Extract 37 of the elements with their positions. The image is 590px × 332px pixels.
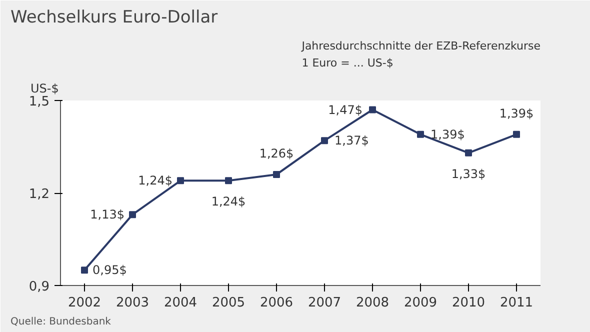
x-tick-label: 2008 xyxy=(356,296,390,310)
point xyxy=(129,211,136,218)
x-tick-label: 2011 xyxy=(500,296,534,310)
data-label: 1,39$ xyxy=(499,106,534,120)
data-label: 1,37$ xyxy=(334,134,369,148)
data-label: 1,47$ xyxy=(328,102,363,117)
point xyxy=(513,130,520,138)
point xyxy=(81,266,88,274)
point xyxy=(273,171,280,178)
data-label: 1,24$ xyxy=(138,174,173,188)
x-tick-label: 2004 xyxy=(164,296,198,310)
chart-subtitle: Jahresdurchschnitte der EZB-Referenzkurse 1 Euro = ... US-$ xyxy=(300,40,541,70)
point xyxy=(321,137,328,144)
y-tick-label: 1,5 xyxy=(28,94,50,110)
x-tick-label: 2006 xyxy=(260,296,294,310)
data-label: 1,26$ xyxy=(259,146,294,160)
source-note: Quelle: Bundesbank xyxy=(10,316,112,328)
y-tick-label: 1,2 xyxy=(28,187,50,202)
data-label: 1,33$ xyxy=(451,166,486,181)
y-tick-label: 0,9 xyxy=(28,280,50,294)
y-axis-title: US-$ xyxy=(30,82,59,96)
point xyxy=(465,149,472,156)
point xyxy=(225,177,232,184)
data-label: 0,95$ xyxy=(92,263,127,278)
point xyxy=(177,177,184,184)
x-tick-label: 2010 xyxy=(452,296,486,310)
x-tick-label: 2005 xyxy=(212,296,246,310)
x-tick-label: 2003 xyxy=(116,296,150,310)
x-tick-label: 2009 xyxy=(404,296,438,310)
x-tick-label: 2002 xyxy=(68,296,102,310)
chart-title: Wechselkurs Euro-Dollar xyxy=(10,8,218,28)
data-label: 1,13$ xyxy=(90,208,125,222)
data-label: 1,24$ xyxy=(211,194,246,209)
point xyxy=(417,130,424,138)
data-label: 1,39$ xyxy=(430,127,465,142)
x-tick-label: 2007 xyxy=(308,296,342,310)
point xyxy=(369,106,376,114)
